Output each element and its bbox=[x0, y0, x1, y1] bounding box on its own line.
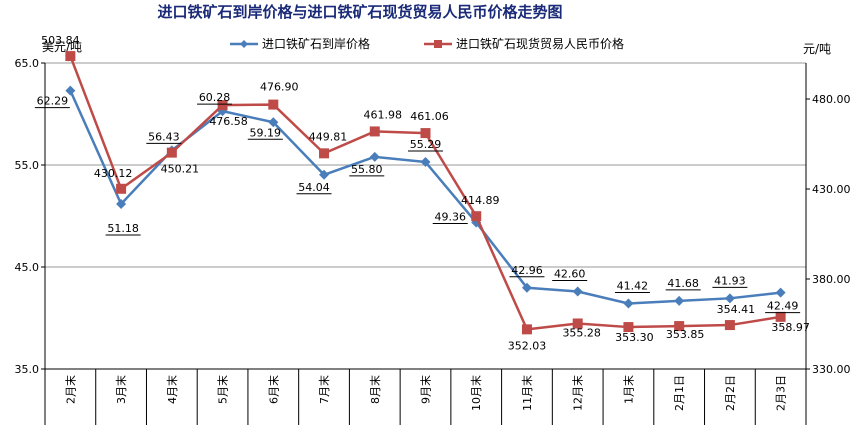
legend-entry-series-2: 进口铁矿石现货贸易人民币价格 bbox=[424, 36, 624, 51]
left-tick-label: 35.0 bbox=[15, 363, 40, 376]
right-tick-label: 480.00 bbox=[812, 93, 851, 106]
category-label: 1月末 bbox=[621, 375, 635, 404]
series-layer bbox=[65, 51, 786, 335]
data-label-series-2: 430.12 bbox=[94, 167, 133, 180]
data-label-series-1: 59.19 bbox=[250, 126, 282, 139]
series-1-marker bbox=[319, 169, 330, 180]
legend-marker-series-2 bbox=[434, 40, 442, 48]
data-label-series-2: 354.41 bbox=[717, 303, 756, 316]
data-label-series-1: 41.68 bbox=[667, 277, 699, 290]
series-2-marker bbox=[268, 99, 279, 110]
data-label-series-2: 476.90 bbox=[260, 81, 299, 94]
data-label-series-1: 55.80 bbox=[351, 163, 383, 176]
category-label: 9月末 bbox=[419, 375, 433, 404]
data-label-series-1: 54.04 bbox=[298, 181, 330, 194]
category-label: 3月末 bbox=[114, 375, 128, 404]
category-label: 2月末 bbox=[63, 375, 77, 404]
series-2-marker bbox=[674, 321, 685, 332]
series-1-marker bbox=[724, 293, 735, 304]
series-1-marker bbox=[572, 286, 583, 297]
data-label-series-2: 503.84 bbox=[41, 34, 80, 47]
category-label: 2月1日 bbox=[673, 375, 686, 411]
legend-label-series-2: 进口铁矿石现货贸易人民币价格 bbox=[456, 36, 624, 51]
data-label-series-2: 353.85 bbox=[666, 328, 705, 341]
legend-label-series-1: 进口铁矿石到岸价格 bbox=[262, 36, 370, 51]
series-1-marker bbox=[268, 117, 279, 128]
series-2-marker bbox=[166, 147, 177, 158]
category-label: 7月末 bbox=[317, 375, 331, 404]
series-2-marker bbox=[572, 318, 583, 329]
category-label: 12月末 bbox=[571, 375, 585, 411]
category-label: 10月末 bbox=[469, 375, 483, 411]
legend-marker-series-1 bbox=[240, 40, 248, 48]
right-tick-label: 430.00 bbox=[812, 183, 851, 196]
gridlines bbox=[45, 62, 806, 370]
series-1-marker bbox=[674, 295, 685, 306]
series-2-marker bbox=[369, 126, 380, 137]
series-1-marker bbox=[369, 151, 380, 162]
chart-title: 进口铁矿石到岸价格与进口铁矿石现货贸易人民币价格走势图 bbox=[157, 3, 562, 21]
data-label-series-1: 41.42 bbox=[617, 280, 649, 293]
category-label: 6月末 bbox=[266, 375, 280, 404]
right-axis-unit: 元/吨 bbox=[803, 42, 831, 56]
right-axis-ticks: 330.00 380.00 430.00 480.00 bbox=[806, 93, 851, 376]
series-2-marker bbox=[775, 311, 786, 322]
data-label-series-2: 461.98 bbox=[364, 108, 403, 121]
series-1-marker bbox=[775, 287, 786, 298]
data-labels: 62.29 51.18 56.43 60.28 59.19 54.04 55.80 55.29… bbox=[34, 34, 810, 352]
series-2-marker bbox=[623, 322, 634, 333]
data-label-series-1: 55.29 bbox=[410, 138, 442, 151]
data-label-series-2: 461.06 bbox=[410, 110, 449, 123]
data-label-series-1: 41.93 bbox=[714, 274, 746, 287]
series-1-marker bbox=[65, 85, 76, 96]
series-2-marker bbox=[724, 320, 735, 331]
axes bbox=[44, 63, 807, 370]
data-label-series-1: 42.60 bbox=[554, 267, 586, 280]
series-2-marker bbox=[521, 324, 532, 335]
data-label-series-1: 42.96 bbox=[511, 264, 543, 277]
data-label-series-1: 62.29 bbox=[37, 95, 69, 108]
data-label-series-1: 51.18 bbox=[107, 222, 139, 235]
category-label: 11月末 bbox=[520, 375, 534, 411]
right-tick-label: 380.00 bbox=[812, 273, 851, 286]
series-1-marker bbox=[116, 198, 127, 209]
series-1-marker bbox=[623, 298, 634, 309]
series-2-marker bbox=[319, 148, 330, 159]
category-label: 2月2日 bbox=[724, 375, 737, 411]
data-label-series-2: 414.89 bbox=[461, 194, 500, 207]
series-2-marker bbox=[471, 211, 482, 222]
left-tick-label: 55.0 bbox=[15, 159, 40, 172]
category-axis: 2月末 3月末 4月末 5月末 6月末 7月末 8月末 9月末 10月末 11月末 12月末 1月末 2… bbox=[44, 369, 807, 425]
data-label-series-2: 353.30 bbox=[615, 331, 654, 344]
data-label-series-2: 352.03 bbox=[508, 339, 547, 352]
series-1-marker bbox=[521, 282, 532, 293]
data-label-series-1: 49.36 bbox=[434, 211, 466, 224]
data-label-series-1: 56.43 bbox=[148, 130, 180, 143]
series-2-marker bbox=[217, 100, 228, 111]
data-label-series-1: 60.28 bbox=[199, 91, 231, 104]
series-2-marker bbox=[420, 128, 431, 139]
data-label-series-2: 358.97 bbox=[771, 321, 810, 334]
left-tick-label: 45.0 bbox=[15, 261, 40, 274]
data-label-series-1: 42.49 bbox=[767, 300, 799, 313]
series-2-marker bbox=[116, 183, 127, 194]
data-label-series-2: 449.81 bbox=[309, 130, 348, 143]
right-tick-label: 330.00 bbox=[812, 363, 851, 376]
category-label: 2月3日 bbox=[775, 375, 788, 411]
left-axis-unit: 美元/吨 bbox=[42, 40, 82, 54]
left-axis-ticks: 35.0 45.0 55.0 65.0 bbox=[15, 57, 45, 376]
data-label-series-2: 450.21 bbox=[161, 163, 200, 176]
left-tick-label: 65.0 bbox=[15, 57, 40, 70]
legend-entry-series-1: 进口铁矿石到岸价格 bbox=[230, 36, 370, 51]
category-label: 4月末 bbox=[165, 375, 179, 404]
data-label-series-2: 355.28 bbox=[562, 326, 601, 339]
series-2-marker bbox=[65, 51, 76, 62]
data-label-series-2: 476.58 bbox=[209, 115, 248, 128]
category-label: 5月末 bbox=[216, 375, 230, 404]
legend: 进口铁矿石到岸价格 进口铁矿石现货贸易人民币价格 bbox=[230, 36, 624, 51]
category-label: 8月末 bbox=[368, 375, 382, 404]
series-1-marker bbox=[420, 157, 431, 168]
